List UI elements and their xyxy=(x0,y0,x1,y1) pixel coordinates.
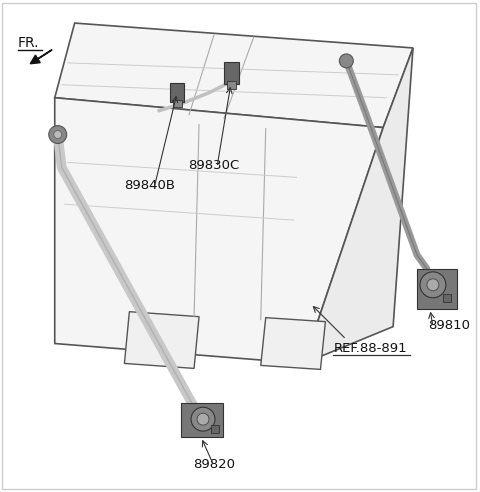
Polygon shape xyxy=(55,98,383,364)
Polygon shape xyxy=(261,318,325,369)
FancyArrow shape xyxy=(30,50,52,64)
Text: 89820: 89820 xyxy=(193,458,235,471)
Circle shape xyxy=(197,413,209,425)
Text: REF.88-891: REF.88-891 xyxy=(334,342,407,356)
Text: 89840B: 89840B xyxy=(124,179,175,192)
Circle shape xyxy=(420,272,446,298)
Bar xyxy=(443,294,451,302)
Polygon shape xyxy=(55,23,413,127)
Bar xyxy=(224,62,239,84)
Bar xyxy=(417,269,457,308)
Polygon shape xyxy=(303,48,413,364)
Text: 89810: 89810 xyxy=(428,319,470,332)
Circle shape xyxy=(49,125,67,144)
Polygon shape xyxy=(124,312,199,369)
Bar xyxy=(227,81,236,89)
Bar xyxy=(211,425,219,433)
Circle shape xyxy=(339,54,353,68)
Circle shape xyxy=(191,407,215,431)
Text: 89830C: 89830C xyxy=(188,159,240,172)
Bar xyxy=(173,100,182,107)
Circle shape xyxy=(427,279,439,291)
Bar xyxy=(181,403,223,437)
Bar xyxy=(170,83,184,102)
Text: FR.: FR. xyxy=(18,36,39,50)
Circle shape xyxy=(54,130,62,139)
